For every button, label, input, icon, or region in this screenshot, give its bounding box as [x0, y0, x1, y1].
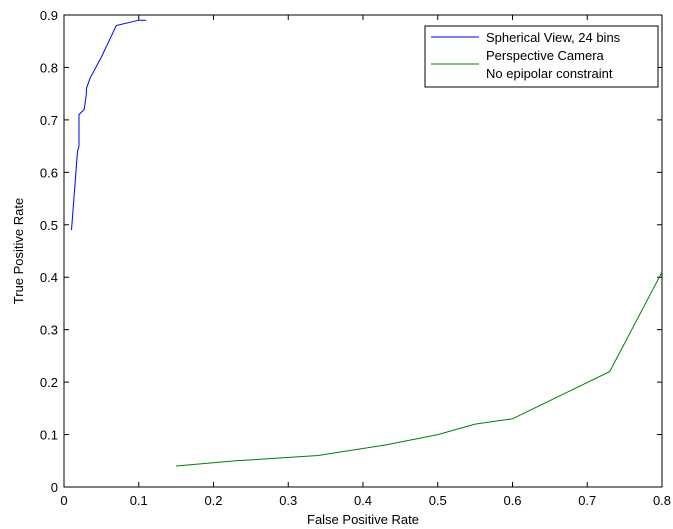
y-tick-label: 0.5	[40, 218, 58, 233]
y-tick-label: 0.6	[40, 165, 58, 180]
x-tick-label: 0.1	[130, 493, 148, 508]
series-lines	[71, 19, 663, 467]
y-tick-label: 0.8	[40, 60, 58, 75]
x-tick-labels: 0 0.1 0.2 0.3 0.4 0.5 0.6 0.7 0.8	[60, 493, 671, 508]
series-line-0	[71, 19, 147, 231]
y-axis-title: True Positive Rate	[11, 198, 26, 304]
y-tick-label: 0.1	[40, 428, 58, 443]
x-tick-label: 0.5	[429, 493, 447, 508]
x-tick-label: 0.6	[503, 493, 521, 508]
y-tick-label: 0.9	[40, 8, 58, 23]
plot-area	[63, 14, 663, 488]
legend: Spherical View, 24 bins Perspective Came…	[424, 25, 659, 88]
y-tick-label: 0.2	[40, 375, 58, 390]
x-tick-label: 0	[60, 493, 67, 508]
x-tick-label: 0.3	[279, 493, 297, 508]
y-tick-label: 0	[51, 480, 58, 495]
y-tick-label: 0.7	[40, 113, 58, 128]
x-tick-label: 0.7	[578, 493, 596, 508]
x-tick-label: 0.2	[204, 493, 222, 508]
axis-ticks	[63, 14, 663, 488]
x-axis-title: False Positive Rate	[307, 512, 419, 527]
y-tick-labels: 0 0.1 0.2 0.3 0.4 0.5 0.6 0.7 0.8 0.9	[40, 8, 58, 495]
legend-box	[424, 25, 659, 88]
y-tick-label: 0.3	[40, 323, 58, 338]
legend-entry-spherical: Spherical View, 24 bins	[486, 30, 621, 45]
legend-entry-perspective: Perspective Camera	[486, 48, 605, 63]
y-tick-label: 0.4	[40, 270, 58, 285]
x-tick-label: 0.4	[354, 493, 372, 508]
series-line-1	[176, 271, 663, 467]
legend-entry-no-epipolar: No epipolar constraint	[486, 66, 613, 81]
x-tick-label: 0.8	[653, 493, 671, 508]
